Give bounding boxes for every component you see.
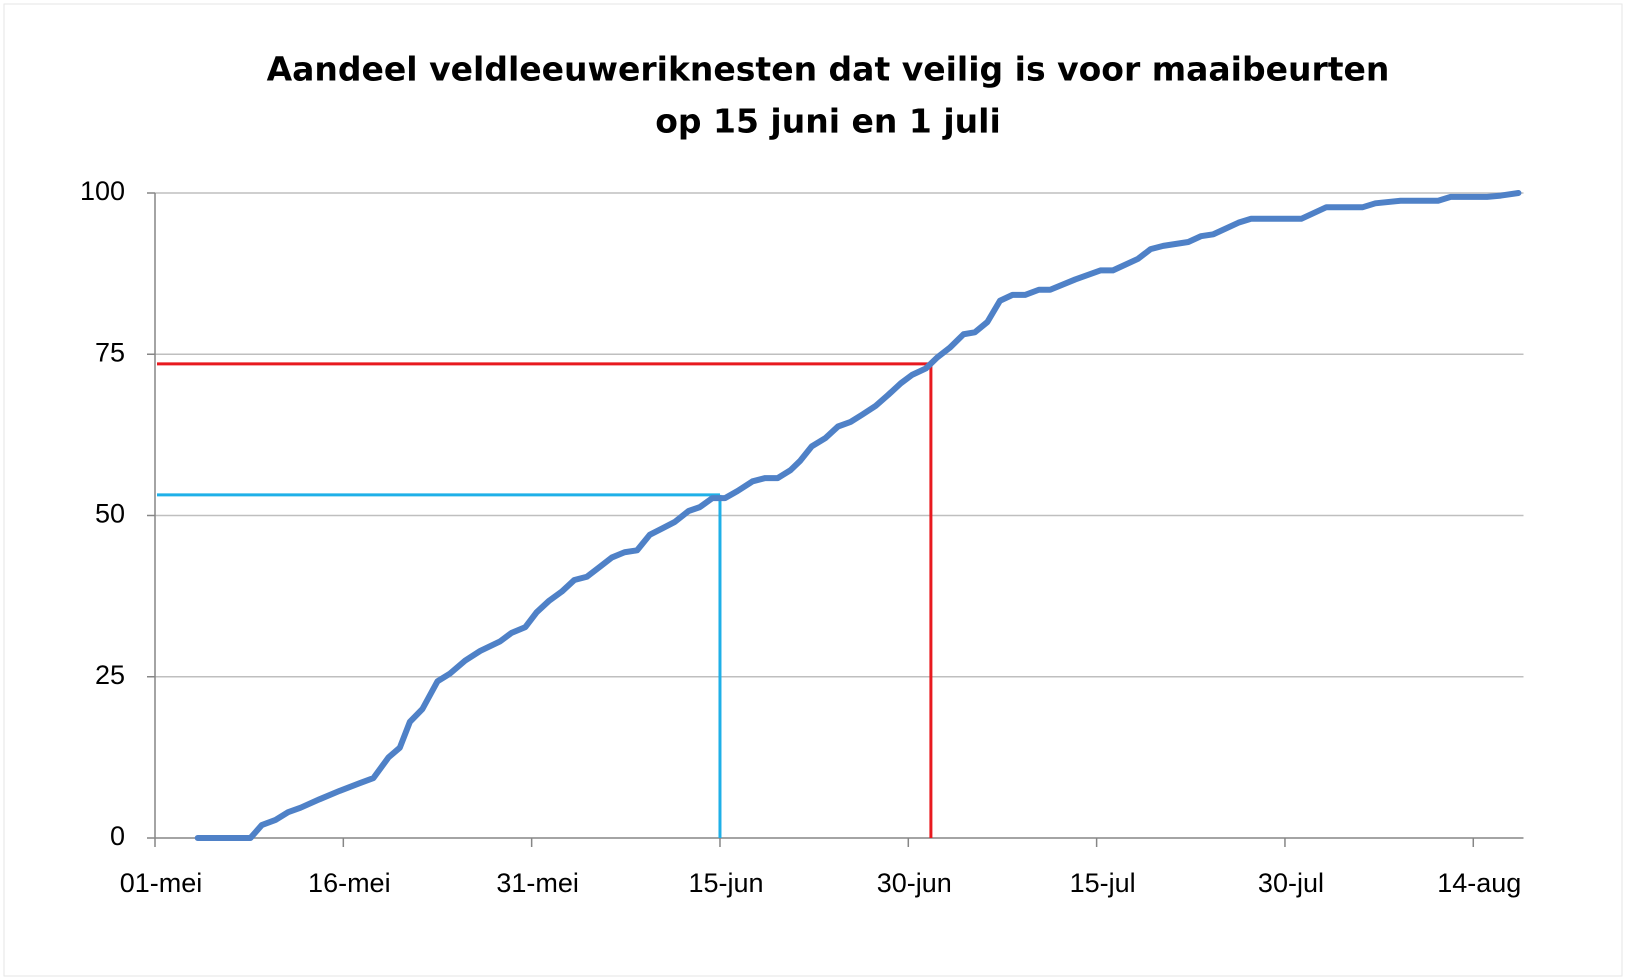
chart-title: Aandeel veldleeuweriknesten dat veilig i… bbox=[267, 50, 1390, 89]
y-tick-label: 75 bbox=[95, 337, 125, 367]
chart-frame bbox=[3, 3, 1623, 977]
x-tick-label: 30-jul bbox=[1258, 868, 1324, 898]
y-tick-label: 100 bbox=[80, 176, 125, 206]
y-tick-label: 25 bbox=[95, 660, 125, 690]
x-tick-label: 31-mei bbox=[496, 868, 579, 898]
x-tick-label: 15-jun bbox=[688, 868, 763, 898]
x-tick-label: 01-mei bbox=[120, 868, 203, 898]
chart-title: op 15 juni en 1 juli bbox=[655, 102, 1001, 141]
x-tick-label: 16-mei bbox=[308, 868, 391, 898]
y-tick-label: 50 bbox=[95, 499, 125, 529]
x-tick-label: 15-jul bbox=[1070, 868, 1136, 898]
x-tick-label: 30-jun bbox=[877, 868, 952, 898]
x-tick-label: 14-aug bbox=[1437, 868, 1521, 898]
data-line bbox=[194, 190, 1522, 841]
y-tick-label: 0 bbox=[110, 821, 125, 851]
